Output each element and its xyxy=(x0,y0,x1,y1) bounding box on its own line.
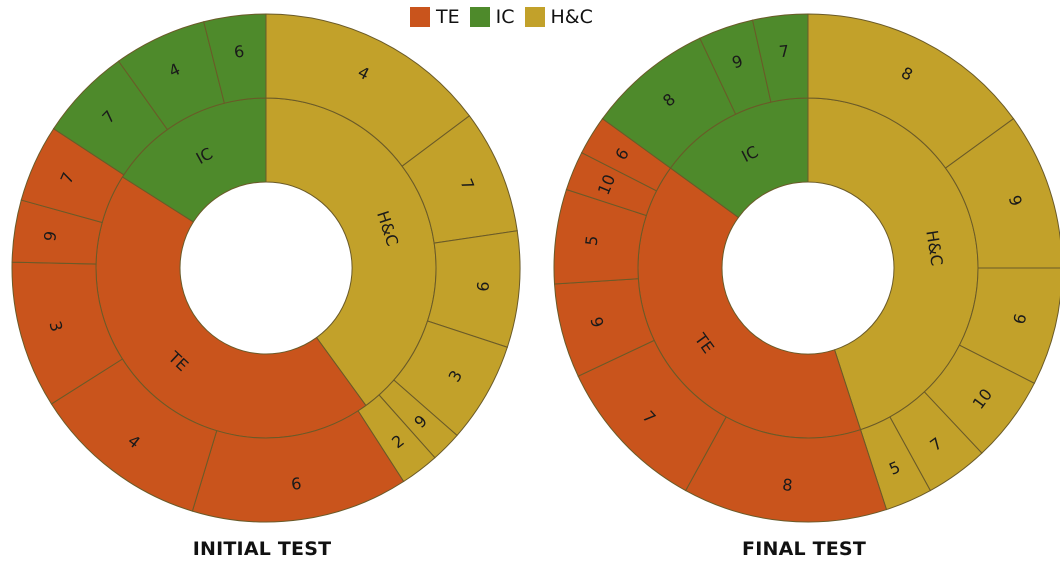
initial-outer-segment-13 xyxy=(203,13,267,104)
final-outer-label-8: 9 xyxy=(586,315,607,330)
initial-outer-label-6: 6 xyxy=(290,474,303,494)
initial-outer-label-13: 6 xyxy=(233,42,245,62)
final-outer-label-6: 8 xyxy=(782,475,794,495)
legend-item-hc: H&C xyxy=(524,6,593,28)
legend-label-te: TE xyxy=(436,6,460,28)
legend-swatch-ic xyxy=(469,7,490,27)
legend-swatch-hc xyxy=(524,7,545,27)
final-inner-label-2: IC xyxy=(738,142,761,166)
final-outer-segment-1 xyxy=(944,118,1060,269)
legend-label-ic: IC xyxy=(495,6,515,28)
legend-label-hc: H&C xyxy=(550,6,593,28)
legend-swatch-te xyxy=(410,7,430,27)
initial-test-title: INITIAL TEST xyxy=(192,538,332,560)
legend: TE IC H&C xyxy=(410,6,593,28)
final-outer-label-2: 6 xyxy=(1010,312,1031,326)
final-outer-segment-14 xyxy=(751,13,809,103)
final-outer-label-14: 7 xyxy=(778,41,790,61)
final-test-title: FINAL TEST xyxy=(742,538,866,560)
final-outer-label-9: 5 xyxy=(582,234,602,246)
initial-outer-label-9: 9 xyxy=(40,230,60,243)
legend-item-ic: IC xyxy=(469,6,515,28)
legend-item-te: TE xyxy=(410,6,460,28)
initial-outer-label-2: 6 xyxy=(473,281,493,293)
initial-outer-label-8: 3 xyxy=(45,319,66,334)
